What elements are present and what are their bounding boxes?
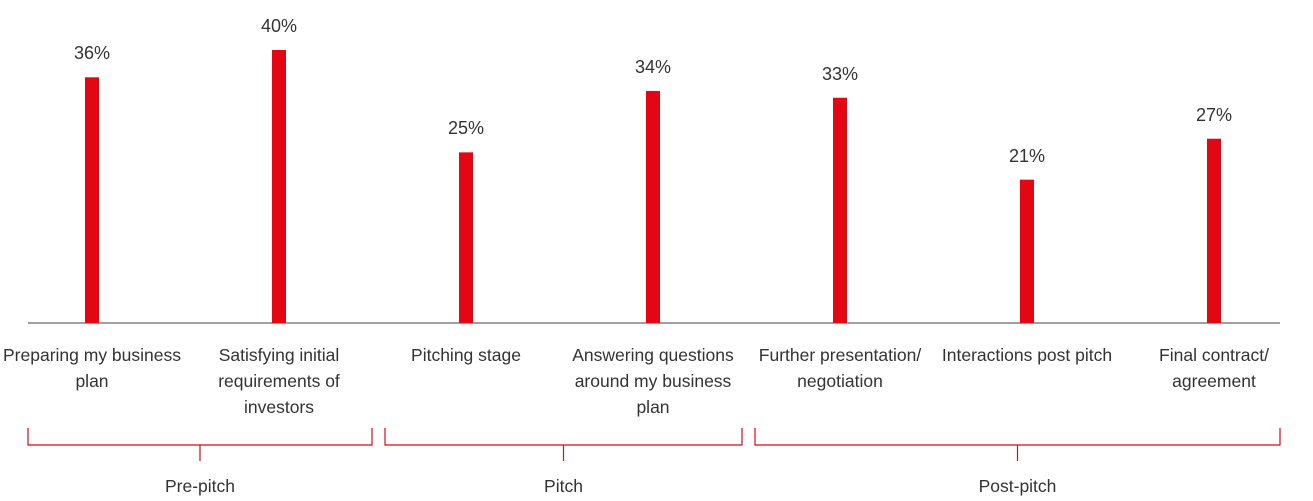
bar (459, 152, 473, 323)
group-bracket (27, 428, 373, 461)
group-bracket (384, 428, 743, 461)
value-label: 33% (821, 63, 859, 84)
group-bracket (754, 428, 1281, 461)
bar (833, 97, 847, 324)
value-label: 27% (1195, 104, 1233, 125)
value-label: 25% (447, 118, 485, 139)
value-label: 21% (1008, 145, 1046, 166)
bar (85, 77, 99, 323)
category-label: Pitching stage (411, 345, 521, 365)
bar (1207, 138, 1221, 323)
category-label: Further presentation/ negotiation (758, 345, 922, 391)
bar (646, 90, 660, 323)
group-label: Pre-pitch (164, 476, 236, 496)
value-label: 36% (73, 43, 111, 64)
bar (1020, 179, 1034, 323)
value-label: 34% (634, 56, 672, 77)
group-label: Pitch (544, 476, 583, 496)
category-label: Final contract/ agreement (1159, 345, 1269, 391)
category-label: Answering questions around my business p… (572, 345, 734, 417)
value-label: 40% (260, 16, 298, 36)
category-label: Interactions post pitch (941, 345, 1113, 365)
bar (272, 50, 286, 323)
category-label: Preparing my business plan (3, 345, 181, 391)
category-label: Satisfying initial requirements of inves… (218, 345, 340, 417)
group-label: Post-pitch (978, 476, 1057, 496)
